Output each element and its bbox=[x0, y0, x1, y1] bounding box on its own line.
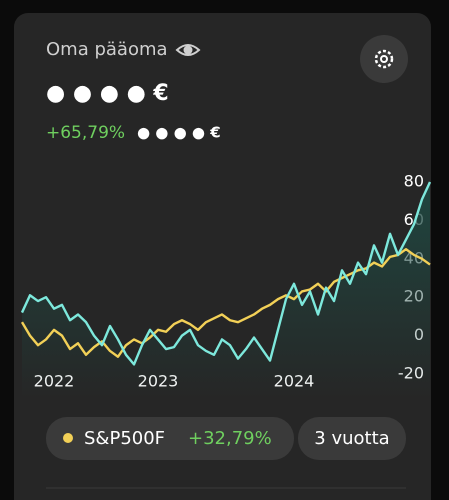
area-fill bbox=[22, 182, 430, 400]
series-line bbox=[20, 181, 432, 366]
y-tick-label: 80 bbox=[404, 172, 424, 191]
period-label: 3 vuotta bbox=[314, 428, 389, 449]
title: Oma pääoma bbox=[46, 39, 168, 60]
period-pill[interactable]: 3 vuotta bbox=[298, 417, 406, 460]
legend-label: S&P500F bbox=[84, 428, 165, 449]
change-amount: ● ● ● ● € bbox=[137, 124, 221, 142]
comparison-pill[interactable]: S&P500F +32,79% bbox=[46, 417, 294, 460]
balance: ● ● ● ● € bbox=[46, 81, 169, 106]
eye-icon[interactable] bbox=[175, 44, 201, 56]
plot: -20020406080202220232024 bbox=[20, 172, 432, 400]
settings-button[interactable] bbox=[360, 35, 408, 83]
legend-dot bbox=[63, 433, 73, 443]
change-percent: +65,79% bbox=[46, 123, 125, 143]
comparison-change: +32,79% bbox=[188, 428, 272, 449]
